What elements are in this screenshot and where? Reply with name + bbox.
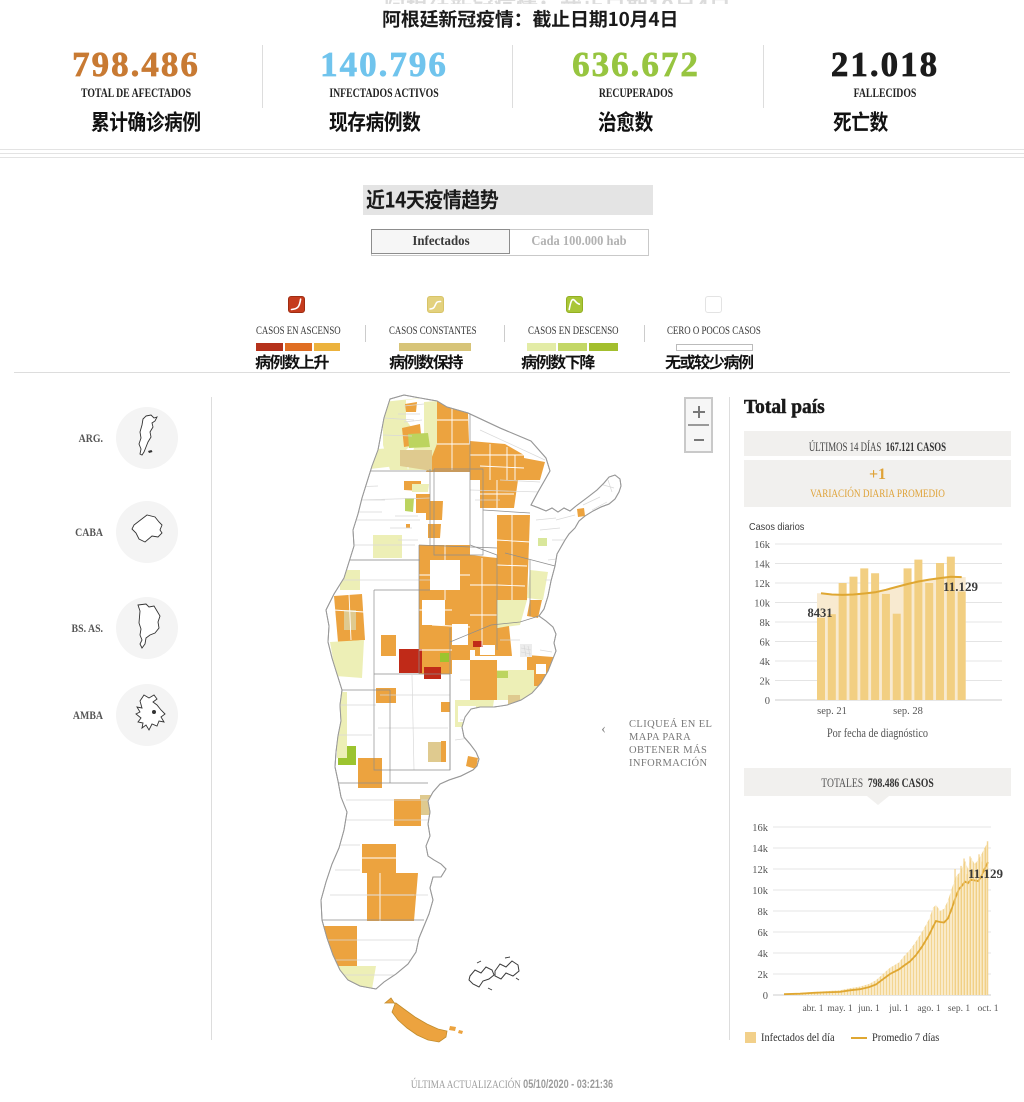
svg-text:0: 0	[765, 696, 770, 707]
svg-text:ago. 1: ago. 1	[917, 1004, 940, 1014]
svg-text:11.129: 11.129	[943, 579, 979, 594]
svg-text:4k: 4k	[760, 657, 771, 668]
svg-text:sep. 21: sep. 21	[817, 706, 847, 717]
svg-text:16k: 16k	[754, 540, 771, 551]
svg-text:12k: 12k	[754, 579, 771, 590]
svg-text:jul. 1: jul. 1	[888, 1004, 909, 1014]
svg-text:14k: 14k	[754, 560, 771, 571]
svg-text:sep. 28: sep. 28	[893, 706, 923, 717]
svg-text:8k: 8k	[760, 618, 771, 629]
svg-text:sep. 1: sep. 1	[948, 1004, 970, 1014]
svg-text:10k: 10k	[754, 599, 771, 610]
svg-text:12k: 12k	[752, 865, 769, 876]
svg-text:10k: 10k	[752, 886, 769, 897]
svg-text:jun. 1: jun. 1	[857, 1004, 880, 1014]
svg-text:14k: 14k	[752, 844, 769, 855]
svg-text:8431: 8431	[808, 606, 833, 620]
svg-text:16k: 16k	[752, 823, 769, 834]
svg-text:8k: 8k	[758, 907, 769, 918]
svg-text:abr. 1: abr. 1	[802, 1004, 823, 1014]
svg-text:11.129: 11.129	[968, 866, 1004, 881]
svg-text:6k: 6k	[760, 638, 771, 649]
svg-text:oct. 1: oct. 1	[977, 1004, 998, 1014]
svg-text:6k: 6k	[758, 928, 769, 939]
svg-text:2k: 2k	[760, 677, 771, 688]
svg-text:2k: 2k	[758, 970, 769, 981]
svg-text:0: 0	[763, 991, 768, 1002]
svg-text:may. 1: may. 1	[827, 1004, 852, 1014]
svg-text:4k: 4k	[758, 949, 769, 960]
